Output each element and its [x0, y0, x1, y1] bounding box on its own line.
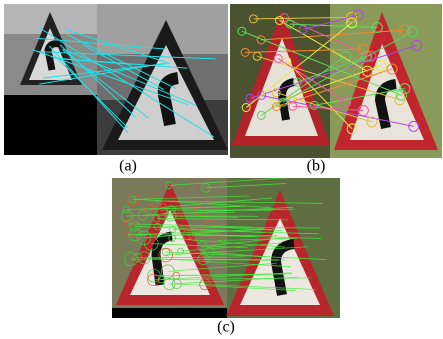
subfigure-label: (a) — [119, 158, 137, 175]
subfigure-label: (c) — [217, 319, 235, 336]
page: {"figure": {"subfigures": [{"label": "(a… — [0, 0, 443, 339]
subfigure-label: (b) — [307, 158, 326, 175]
figure: (a) (b) (c) — [0, 0, 443, 339]
match-line — [203, 259, 285, 260]
